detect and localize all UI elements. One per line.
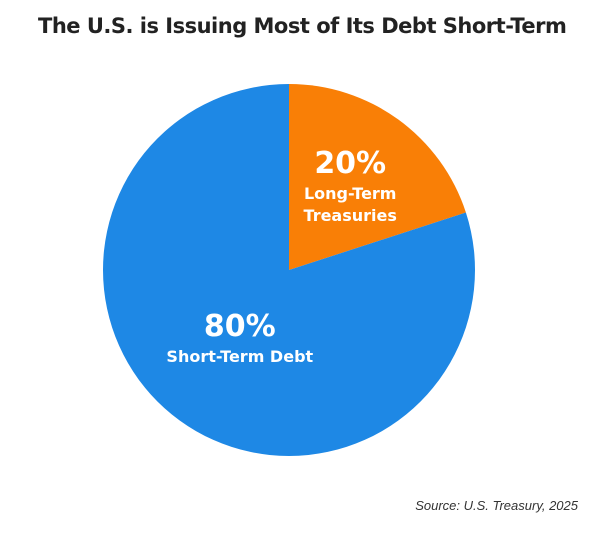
category-label: Long-Term Treasuries bbox=[303, 183, 397, 225]
pie-slice bbox=[289, 84, 466, 270]
value-label: 20% bbox=[314, 145, 387, 181]
source-note: Source: U.S. Treasury, 2025 bbox=[415, 498, 578, 513]
value-label: 80% bbox=[203, 308, 276, 344]
slice-label: 80% Short-Term Debt bbox=[140, 308, 340, 368]
category-label: Short-Term Debt bbox=[166, 346, 314, 366]
chart-title: The U.S. is Issuing Most of Its Debt Sho… bbox=[38, 14, 567, 38]
slice-label: 20% Long-Term Treasuries bbox=[290, 145, 410, 227]
pie-slice bbox=[102, 84, 475, 456]
